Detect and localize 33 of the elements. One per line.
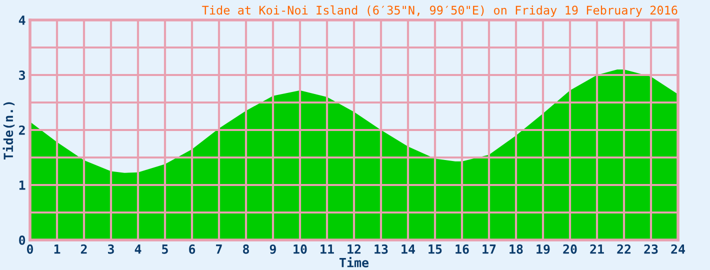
x-tick-label: 20	[563, 244, 577, 254]
y-tick-label: 2	[19, 125, 25, 135]
chart-title: Tide at Koi-Noi Island (6′35"N, 99′50"E) on Friday 19 February 2016	[202, 5, 678, 17]
y-axis-title: Tide(n.)	[2, 102, 15, 160]
y-tick-label: 4	[18, 16, 26, 25]
x-tick-label: 21	[590, 244, 604, 254]
x-tick-label: 13	[374, 244, 388, 254]
x-tick-label: 18	[510, 244, 523, 254]
x-tick-label: 3	[108, 244, 114, 254]
x-tick-label: 16	[456, 244, 469, 254]
x-tick-label: 6	[189, 244, 196, 254]
x-tick-label: 9	[270, 244, 276, 254]
y-tick-label: 3	[19, 70, 26, 80]
x-tick-label: 14	[402, 244, 415, 254]
x-tick-label: 2	[80, 244, 87, 254]
x-tick-label: 8	[243, 244, 249, 254]
x-tick-label: 24	[671, 244, 685, 254]
y-tick-label: 0	[19, 235, 26, 245]
x-tick-label: 19	[536, 244, 550, 254]
x-tick-label: 23	[644, 244, 658, 254]
x-tick-label: 22	[617, 244, 630, 254]
x-tick-label: 10	[294, 244, 307, 254]
x-tick-label: 7	[216, 244, 222, 254]
y-tick-label: 1	[19, 180, 26, 190]
x-tick-label: 5	[162, 244, 168, 254]
x-tick-label: 17	[482, 244, 496, 254]
x-tick-label: 1	[54, 244, 60, 254]
x-axis-title: Time	[340, 256, 369, 268]
x-tick-label: 12	[348, 244, 360, 254]
x-tick-label: 4	[134, 244, 142, 254]
x-tick-label: 0	[26, 244, 34, 254]
x-tick-label: 11	[320, 244, 334, 254]
x-tick-label: 15	[428, 244, 442, 254]
